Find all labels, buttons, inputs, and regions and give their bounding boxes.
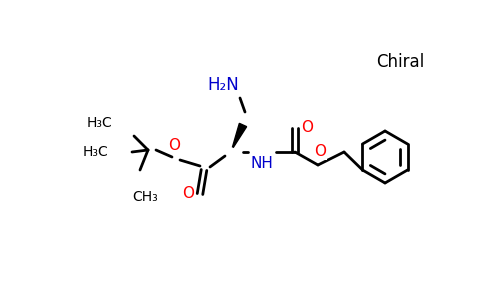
Text: O: O xyxy=(314,145,326,160)
Text: O: O xyxy=(301,121,313,136)
Text: NH: NH xyxy=(251,157,273,172)
Text: CH₃: CH₃ xyxy=(132,190,158,204)
Text: Chiral: Chiral xyxy=(376,53,424,71)
Polygon shape xyxy=(232,123,247,147)
Text: H₂N: H₂N xyxy=(207,76,239,94)
Text: O: O xyxy=(182,187,194,202)
Text: O: O xyxy=(168,137,180,152)
Text: H₃C: H₃C xyxy=(86,116,112,130)
Text: H₃C: H₃C xyxy=(82,145,108,159)
